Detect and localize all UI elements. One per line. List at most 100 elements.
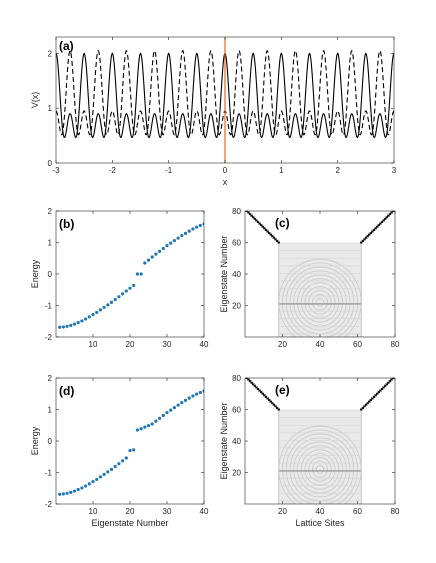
energy-point xyxy=(135,428,139,432)
edge-state-left xyxy=(267,399,271,402)
edge-state-right xyxy=(387,214,390,217)
edge-state-left xyxy=(245,211,249,212)
energy-point xyxy=(183,231,188,235)
energy-point xyxy=(65,324,69,328)
x-tick-label: 40 xyxy=(316,340,325,349)
energy-point xyxy=(117,462,121,466)
energy-point xyxy=(61,325,65,329)
energy-point xyxy=(121,459,125,463)
edge-state-left xyxy=(266,230,269,233)
panel-b: 10 20 30 40 -2 -1 0 1 2 Energy (b) xyxy=(30,207,209,349)
energy-point xyxy=(139,427,143,431)
edge-state-left xyxy=(253,384,257,387)
edge-state-right xyxy=(363,405,366,408)
edge-state-right xyxy=(361,406,365,409)
edge-state-right xyxy=(385,216,388,219)
x-tick-label: -2 xyxy=(109,166,117,175)
energy-point xyxy=(128,448,132,453)
edge-state-right xyxy=(388,380,392,383)
y-tick-label: 20 xyxy=(232,302,241,311)
x-axis-label: Eigenstate Number xyxy=(91,518,168,528)
edge-state-right xyxy=(360,408,363,411)
x-axis-label: Lattice Sites xyxy=(295,518,345,528)
energy-point xyxy=(202,222,204,226)
edge-state-left xyxy=(271,235,274,238)
edge-state-right xyxy=(374,227,377,230)
energy-point xyxy=(146,258,151,262)
y-tick-label: 1 xyxy=(48,406,53,415)
energy-point xyxy=(69,323,73,327)
panel-label-background xyxy=(273,382,293,397)
energy-point xyxy=(180,400,184,405)
y-tick-label: 60 xyxy=(232,406,241,415)
heatmap-node-ring xyxy=(315,298,325,307)
edge-state-left xyxy=(263,227,266,230)
energy-point xyxy=(76,320,80,325)
energy-point xyxy=(191,227,195,231)
y-tick-label: 40 xyxy=(232,437,241,446)
edge-state-left xyxy=(261,225,265,228)
edge-state-left xyxy=(269,233,272,236)
energy-point xyxy=(72,322,77,326)
edge-state-right xyxy=(360,241,363,244)
edge-state-left xyxy=(256,221,260,224)
axes-frame xyxy=(244,377,396,505)
x-tick-label: 60 xyxy=(353,340,362,349)
energy-point xyxy=(143,261,147,265)
energy-point xyxy=(195,392,199,396)
y-axis-label: Energy xyxy=(30,426,40,455)
edge-state-left xyxy=(264,228,268,231)
heatmap-node-ring xyxy=(300,282,340,323)
axes-frame xyxy=(55,36,395,164)
edge-state-right xyxy=(387,381,390,384)
x-tick-label: 20 xyxy=(126,340,135,349)
edge-state-right xyxy=(372,395,376,398)
axes-frame xyxy=(244,210,396,338)
edge-state-left xyxy=(269,400,272,403)
edge-state-left xyxy=(275,406,279,409)
energy-point xyxy=(132,283,136,287)
energy-point xyxy=(121,292,125,296)
edge-state-left xyxy=(253,217,257,220)
heatmap-node-ring xyxy=(308,290,332,315)
energy-point xyxy=(191,394,195,398)
edge-state-left xyxy=(277,408,280,411)
x-tick-label: 1 xyxy=(279,166,284,175)
energy-point xyxy=(98,308,102,312)
y-tick-label: 60 xyxy=(232,239,241,248)
energy-point xyxy=(172,239,176,243)
edge-state-right xyxy=(374,394,377,397)
edge-state-left xyxy=(261,392,265,395)
y-tick-label: 80 xyxy=(232,374,241,383)
edge-state-left xyxy=(247,378,250,381)
heatmap-node-ring xyxy=(282,262,358,337)
y-tick-label: 0 xyxy=(48,159,53,168)
edge-state-right xyxy=(369,232,373,235)
edge-state-right xyxy=(366,235,369,238)
energy-point xyxy=(113,464,117,469)
y-axis-label: V(x) xyxy=(30,92,40,109)
edge-state-left xyxy=(258,222,261,225)
edge-state-left xyxy=(271,402,274,405)
energy-point xyxy=(58,492,62,496)
y-tick-label: -2 xyxy=(45,500,53,509)
heatmap-node-ring xyxy=(304,453,336,486)
heatmap-node-ring xyxy=(293,441,347,498)
edge-state-right xyxy=(379,222,382,225)
energy-point xyxy=(113,297,117,302)
panel-label-b: (b) xyxy=(59,217,74,231)
edge-state-left xyxy=(248,213,252,216)
y-tick-label: 2 xyxy=(48,207,53,216)
energy-point xyxy=(135,272,139,276)
edge-state-left xyxy=(266,397,269,400)
energy-point xyxy=(76,487,80,492)
edge-state-left xyxy=(255,219,258,222)
energy-point xyxy=(58,325,62,329)
energy-point xyxy=(102,472,106,476)
y-tick-label: 1 xyxy=(48,104,53,113)
heatmap-node-ring xyxy=(312,294,328,311)
energy-point xyxy=(117,295,121,299)
edge-state-right xyxy=(388,213,392,216)
x-tick-label: 0 xyxy=(223,166,228,175)
